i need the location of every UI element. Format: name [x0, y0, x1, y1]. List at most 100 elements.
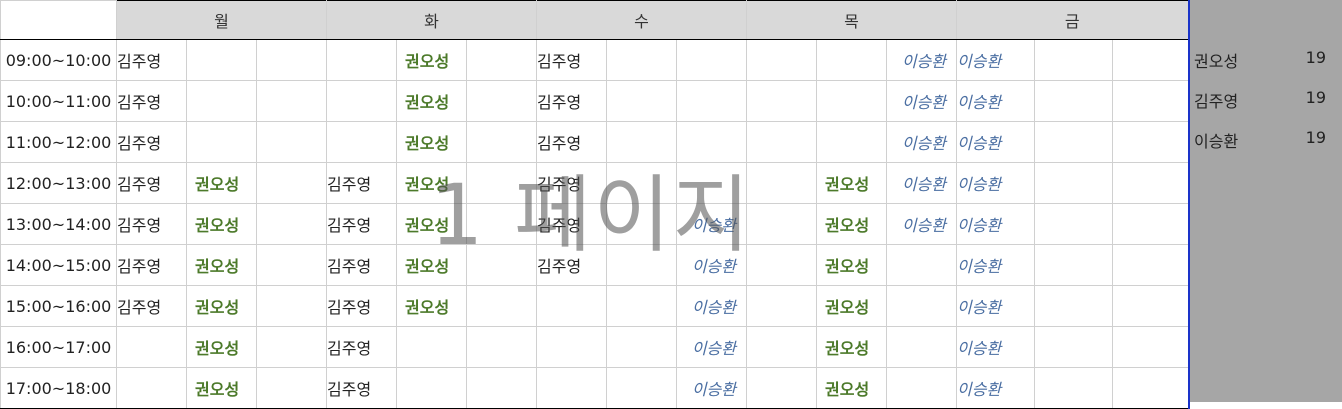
schedule-cell-jy[interactable]: 김주영 — [326, 203, 397, 245]
schedule-cell-empty[interactable] — [466, 39, 537, 81]
schedule-cell-empty[interactable] — [746, 244, 817, 286]
schedule-cell-ko[interactable]: 권오성 — [816, 367, 887, 409]
schedule-cell-ls[interactable]: 이승환 — [956, 39, 1035, 81]
schedule-cell-ko[interactable]: 권오성 — [186, 326, 257, 368]
time-slot-label[interactable]: 14:00~15:00 — [0, 244, 117, 286]
schedule-cell-empty[interactable] — [1034, 203, 1113, 245]
schedule-cell-ko[interactable]: 권오성 — [396, 203, 467, 245]
schedule-cell-empty[interactable] — [116, 326, 187, 368]
schedule-cell-ko[interactable]: 권오성 — [396, 285, 467, 327]
schedule-cell-empty[interactable] — [746, 39, 817, 81]
schedule-cell-ls[interactable]: 이승환 — [956, 244, 1035, 286]
schedule-cell-empty[interactable] — [746, 162, 817, 204]
schedule-cell-ls[interactable]: 이승환 — [886, 203, 957, 245]
schedule-cell-empty[interactable] — [326, 121, 397, 163]
schedule-cell-empty[interactable] — [1112, 162, 1190, 204]
day-header-1[interactable]: 화 — [326, 0, 537, 40]
schedule-cell-empty[interactable] — [466, 203, 537, 245]
schedule-cell-jy[interactable]: 김주영 — [536, 39, 607, 81]
schedule-cell-jy[interactable]: 김주영 — [536, 80, 607, 122]
schedule-cell-empty[interactable] — [886, 326, 957, 368]
schedule-cell-empty[interactable] — [256, 326, 327, 368]
day-header-0[interactable]: 월 — [116, 0, 327, 40]
schedule-cell-ko[interactable]: 권오성 — [816, 326, 887, 368]
schedule-cell-empty[interactable] — [746, 285, 817, 327]
schedule-cell-empty[interactable] — [1034, 367, 1113, 409]
schedule-cell-empty[interactable] — [816, 39, 887, 81]
schedule-cell-empty[interactable] — [256, 80, 327, 122]
schedule-cell-empty[interactable] — [816, 80, 887, 122]
schedule-cell-empty[interactable] — [396, 367, 467, 409]
schedule-cell-empty[interactable] — [1034, 39, 1113, 81]
schedule-cell-empty[interactable] — [326, 39, 397, 81]
schedule-cell-empty[interactable] — [1034, 244, 1113, 286]
schedule-cell-empty[interactable] — [1112, 203, 1190, 245]
schedule-cell-empty[interactable] — [746, 203, 817, 245]
schedule-cell-empty[interactable] — [606, 367, 677, 409]
schedule-cell-jy[interactable]: 김주영 — [536, 162, 607, 204]
schedule-cell-empty[interactable] — [256, 162, 327, 204]
schedule-cell-empty[interactable] — [116, 367, 187, 409]
schedule-cell-empty[interactable] — [606, 121, 677, 163]
schedule-cell-empty[interactable] — [466, 285, 537, 327]
schedule-cell-ko[interactable]: 권오성 — [186, 244, 257, 286]
schedule-cell-empty[interactable] — [606, 285, 677, 327]
schedule-cell-empty[interactable] — [1112, 121, 1190, 163]
schedule-cell-empty[interactable] — [256, 367, 327, 409]
schedule-cell-jy[interactable]: 김주영 — [326, 244, 397, 286]
schedule-cell-empty[interactable] — [886, 285, 957, 327]
schedule-cell-empty[interactable] — [1034, 162, 1113, 204]
schedule-cell-jy[interactable]: 김주영 — [536, 203, 607, 245]
schedule-cell-ls[interactable]: 이승환 — [676, 244, 747, 286]
schedule-cell-empty[interactable] — [1112, 326, 1190, 368]
schedule-cell-empty[interactable] — [676, 162, 747, 204]
schedule-cell-empty[interactable] — [466, 162, 537, 204]
schedule-cell-empty[interactable] — [1112, 285, 1190, 327]
day-header-4[interactable]: 금 — [956, 0, 1190, 40]
schedule-cell-ko[interactable]: 권오성 — [816, 162, 887, 204]
schedule-cell-jy[interactable]: 김주영 — [116, 39, 187, 81]
schedule-cell-empty[interactable] — [606, 80, 677, 122]
corner-cell[interactable] — [0, 0, 117, 40]
schedule-cell-jy[interactable]: 김주영 — [116, 244, 187, 286]
schedule-cell-empty[interactable] — [676, 39, 747, 81]
schedule-cell-empty[interactable] — [536, 326, 607, 368]
schedule-cell-ko[interactable]: 권오성 — [816, 244, 887, 286]
schedule-cell-empty[interactable] — [1034, 121, 1113, 163]
schedule-cell-ls[interactable]: 이승환 — [676, 367, 747, 409]
day-header-3[interactable]: 목 — [746, 0, 957, 40]
schedule-cell-ls[interactable]: 이승환 — [886, 162, 957, 204]
schedule-cell-empty[interactable] — [676, 121, 747, 163]
schedule-cell-jy[interactable]: 김주영 — [326, 326, 397, 368]
schedule-cell-empty[interactable] — [1112, 80, 1190, 122]
schedule-cell-empty[interactable] — [1112, 367, 1190, 409]
schedule-cell-empty[interactable] — [886, 367, 957, 409]
schedule-cell-empty[interactable] — [186, 80, 257, 122]
schedule-cell-ko[interactable]: 권오성 — [816, 203, 887, 245]
schedule-cell-jy[interactable]: 김주영 — [326, 285, 397, 327]
schedule-cell-empty[interactable] — [256, 121, 327, 163]
schedule-cell-empty[interactable] — [1034, 80, 1113, 122]
schedule-cell-empty[interactable] — [466, 244, 537, 286]
schedule-cell-empty[interactable] — [1034, 285, 1113, 327]
schedule-cell-empty[interactable] — [396, 326, 467, 368]
schedule-cell-ls[interactable]: 이승환 — [956, 285, 1035, 327]
schedule-cell-empty[interactable] — [256, 244, 327, 286]
schedule-cell-empty[interactable] — [1112, 244, 1190, 286]
time-slot-label[interactable]: 12:00~13:00 — [0, 162, 117, 204]
schedule-cell-ko[interactable]: 권오성 — [396, 162, 467, 204]
schedule-cell-empty[interactable] — [606, 39, 677, 81]
schedule-cell-empty[interactable] — [186, 121, 257, 163]
schedule-cell-empty[interactable] — [606, 244, 677, 286]
schedule-cell-empty[interactable] — [746, 326, 817, 368]
schedule-cell-empty[interactable] — [1034, 326, 1113, 368]
schedule-cell-ls[interactable]: 이승환 — [886, 39, 957, 81]
time-slot-label[interactable]: 15:00~16:00 — [0, 285, 117, 327]
schedule-cell-ko[interactable]: 권오성 — [396, 244, 467, 286]
schedule-cell-ko[interactable]: 권오성 — [186, 203, 257, 245]
schedule-cell-ls[interactable]: 이승환 — [676, 326, 747, 368]
schedule-cell-jy[interactable]: 김주영 — [116, 80, 187, 122]
time-slot-label[interactable]: 10:00~11:00 — [0, 80, 117, 122]
schedule-cell-empty[interactable] — [746, 80, 817, 122]
schedule-cell-empty[interactable] — [606, 162, 677, 204]
